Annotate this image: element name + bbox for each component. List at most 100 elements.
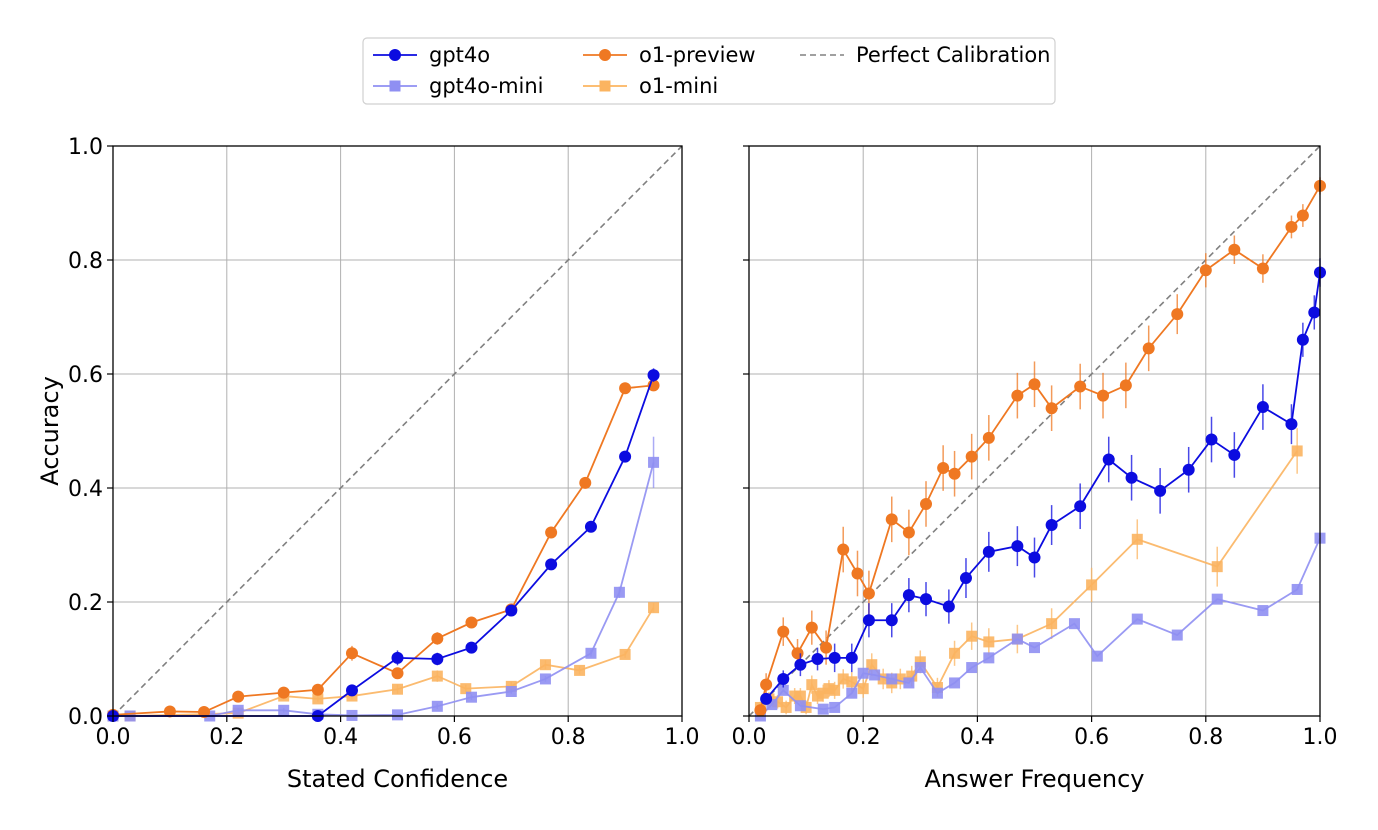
data-point	[942, 600, 955, 613]
data-point	[1045, 519, 1058, 532]
data-point	[777, 672, 790, 685]
data-point	[845, 651, 858, 664]
data-point	[885, 614, 898, 627]
data-point	[1131, 613, 1143, 625]
data-point	[539, 659, 551, 671]
data-point	[869, 669, 881, 681]
data-point	[465, 641, 478, 654]
data-point	[1028, 551, 1041, 564]
data-point	[1228, 243, 1241, 256]
data-point	[232, 690, 245, 703]
perfect-calibration-line	[112, 145, 683, 717]
y-tick-label: 0.2	[68, 591, 103, 616]
legend-entry-perfect: Perfect Calibration	[800, 43, 1051, 67]
data-point	[619, 382, 632, 395]
x-tick-label: 1.0	[665, 725, 700, 750]
data-point	[1131, 533, 1143, 545]
data-point	[1211, 593, 1223, 605]
data-point	[545, 558, 558, 571]
data-point	[579, 476, 592, 489]
y-tick-label: 0.0	[68, 705, 103, 730]
data-point	[1211, 561, 1223, 573]
series-gpt4o	[760, 258, 1326, 705]
data-point	[460, 683, 472, 695]
x-tick-label: 0.6	[1074, 725, 1109, 750]
data-point	[948, 467, 961, 480]
x-axis-label: Stated Confidence	[287, 765, 508, 793]
data-point	[311, 683, 324, 696]
data-point	[982, 431, 995, 444]
data-point	[1256, 262, 1269, 275]
data-point	[820, 641, 833, 654]
data-point	[1028, 378, 1041, 391]
data-point	[772, 696, 784, 708]
legend-box	[362, 37, 1056, 105]
data-point	[1125, 471, 1138, 484]
data-point	[392, 709, 403, 721]
data-point	[777, 684, 789, 696]
data-point	[965, 450, 978, 463]
data-point	[920, 593, 933, 606]
data-point	[906, 670, 918, 682]
data-point	[505, 685, 517, 697]
x-axis-label: Answer Frequency	[924, 765, 1144, 793]
data-point	[539, 673, 551, 685]
data-point	[766, 699, 778, 711]
data-point	[391, 667, 404, 680]
data-point	[619, 648, 631, 660]
data-point	[920, 497, 933, 510]
legend-entry-o1_preview: o1-preview	[583, 43, 756, 67]
series-line-o1_preview	[759, 185, 1321, 711]
data-point	[1011, 389, 1024, 402]
legend-entry-gpt4o: gpt4o	[373, 43, 490, 67]
series-line-gpt4o	[113, 374, 655, 717]
data-point	[1142, 342, 1155, 355]
legend-label: o1-mini	[639, 74, 718, 98]
series-line-gpt4o_mini	[759, 537, 1321, 717]
data-point	[1154, 484, 1167, 497]
data-point	[794, 700, 806, 712]
data-point	[278, 704, 290, 716]
data-point	[391, 651, 404, 664]
data-point	[931, 682, 943, 693]
data-point	[392, 683, 403, 695]
data-point	[949, 647, 961, 659]
y-tick-label: 0.6	[68, 363, 103, 388]
data-point	[777, 625, 790, 638]
data-point	[886, 673, 898, 685]
data-point	[966, 662, 978, 674]
data-point	[760, 692, 773, 705]
data-point	[584, 520, 597, 533]
data-point	[1291, 583, 1303, 595]
data-point	[851, 567, 864, 580]
x-tick-label: 0.4	[960, 725, 995, 750]
data-point	[1086, 579, 1098, 591]
data-point	[1074, 500, 1087, 513]
data-point	[465, 691, 477, 703]
data-point	[1011, 633, 1023, 645]
data-point	[982, 545, 995, 558]
data-point	[1171, 629, 1183, 641]
y-tick-label: 0.4	[68, 477, 103, 502]
series-o1_preview	[754, 177, 1326, 717]
data-point	[902, 589, 915, 602]
axes-frame	[112, 145, 683, 717]
data-point	[585, 647, 597, 659]
data-point	[812, 690, 824, 702]
data-point	[1074, 380, 1087, 393]
data-point	[760, 678, 773, 691]
data-point	[829, 684, 841, 696]
data-point	[811, 653, 824, 665]
x-tick-label: 0.2	[209, 725, 244, 750]
series-o1_mini	[754, 428, 1303, 715]
series-line-o1_mini	[113, 607, 655, 717]
data-point	[817, 687, 829, 699]
legend-label: o1-preview	[639, 43, 756, 67]
series-line-gpt4o	[765, 272, 1321, 700]
data-point	[1182, 463, 1195, 476]
data-point	[754, 704, 767, 717]
data-point	[794, 658, 807, 671]
legend-label: gpt4o-mini	[429, 74, 544, 98]
data-point	[983, 652, 995, 664]
data-point	[431, 700, 443, 712]
